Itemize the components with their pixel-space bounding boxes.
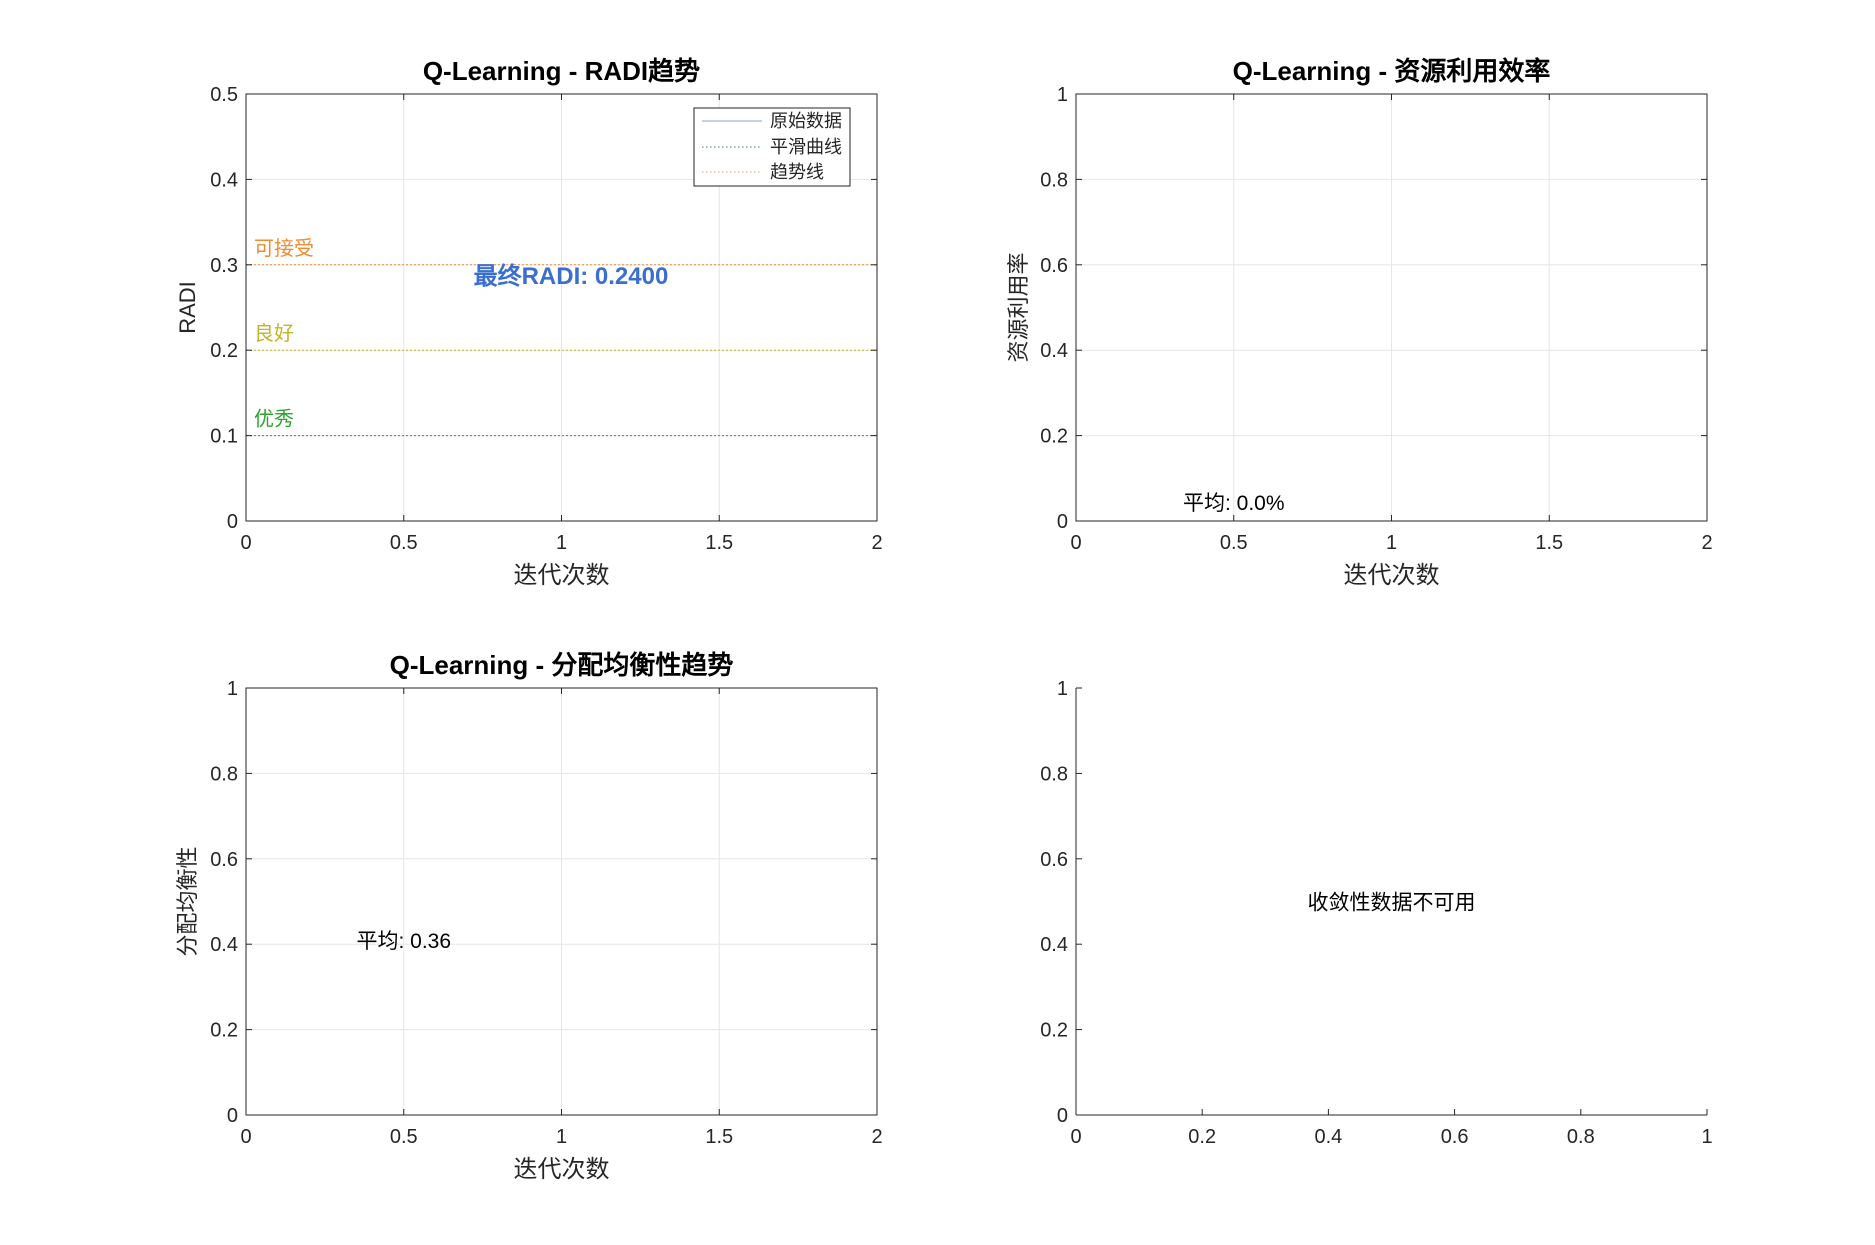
reference-label: 可接受 — [254, 237, 314, 260]
x-tick-label: 0 — [240, 1126, 251, 1148]
x-tick-label: 1 — [556, 532, 567, 554]
x-tick-label: 0 — [1070, 1126, 1081, 1148]
x-tick-label: 1 — [1701, 1126, 1712, 1148]
y-tick-label: 0.4 — [1040, 934, 1068, 956]
x-tick-label: 1.5 — [705, 532, 733, 554]
y-tick-label: 0.4 — [1040, 340, 1068, 362]
chart-utilization-ylabel: 资源利用率 — [1006, 252, 1031, 362]
chart-balance-title: Q-Learning - 分配均衡性趋势 — [390, 650, 734, 680]
y-tick-label: 0.1 — [210, 426, 238, 448]
y-tick-label: 0.8 — [1040, 763, 1068, 785]
y-tick-label: 0.6 — [1040, 255, 1068, 277]
y-tick-label: 0 — [227, 511, 238, 533]
x-tick-label: 0 — [1070, 532, 1081, 554]
plot-area: 0 0.5 1 1.5 2 0 0.2 0.4 0.6 0.8 1 平均: 0.0% — [1040, 84, 1712, 554]
y-tick-label: 0.3 — [210, 255, 238, 277]
chart-convergence: 0 0.2 0.4 0.6 0.8 1 0 0.2 0.4 0.6 0.8 1 收敛性数据不可用 — [1040, 678, 1712, 1148]
y-tick-label: 1 — [1057, 678, 1068, 700]
y-tick-label: 0.2 — [1040, 426, 1068, 448]
y-tick-label: 0.2 — [1040, 1020, 1068, 1042]
chart-utilization-title: Q-Learning - 资源利用效率 — [1233, 56, 1551, 86]
x-tick-label: 1 — [1386, 532, 1397, 554]
y-tick-label: 0 — [1057, 511, 1068, 533]
y-tick-label: 0.6 — [210, 849, 238, 871]
plot-background — [1076, 688, 1707, 1115]
chart-radi-legend: 原始数据 平滑曲线 趋势线 — [693, 107, 851, 187]
legend-label-trend-line: 趋势线 — [770, 162, 824, 182]
chart-radi-xlabel: 迭代次数 — [514, 562, 610, 589]
chart-radi-ylabel: RADI — [175, 281, 200, 334]
chart-radi-title: Q-Learning - RADI趋势 — [423, 56, 700, 86]
x-tick-label: 2 — [871, 1126, 882, 1148]
chart-utilization: 0 0.5 1 1.5 2 0 0.2 0.4 0.6 0.8 1 平均: 0.0% Q-Learni… — [1006, 56, 1713, 589]
x-tick-label: 0.5 — [1220, 532, 1248, 554]
plot-area: 0 0.2 0.4 0.6 0.8 1 0 0.2 0.4 0.6 0.8 1 收敛性数据不可用 — [1040, 678, 1712, 1148]
x-tick-label: 0.2 — [1188, 1126, 1216, 1148]
chart-balance-xlabel: 迭代次数 — [514, 1156, 610, 1183]
y-tick-label: 0.2 — [210, 340, 238, 362]
y-tick-label: 0.8 — [210, 763, 238, 785]
y-tick-label: 0.5 — [210, 84, 238, 106]
annotation: 收敛性数据不可用 — [1308, 892, 1476, 915]
y-tick-label: 0 — [227, 1105, 238, 1127]
y-tick-label: 0.6 — [1040, 849, 1068, 871]
x-tick-label: 0.5 — [390, 532, 418, 554]
y-tick-label: 0 — [1057, 1105, 1068, 1127]
annotation: 平均: 0.36 — [356, 930, 451, 953]
reference-label: 良好 — [254, 322, 294, 345]
chart-balance-ylabel: 分配均衡性 — [175, 846, 200, 956]
x-tick-label: 0.5 — [390, 1126, 418, 1148]
y-tick-label: 0.2 — [210, 1020, 238, 1042]
x-tick-label: 1 — [556, 1126, 567, 1148]
legend-label-smooth-curve: 平滑曲线 — [770, 137, 842, 157]
x-tick-label: 2 — [871, 532, 882, 554]
annotation: 最终RADI: 0.2400 — [474, 262, 669, 290]
x-tick-label: 2 — [1701, 532, 1712, 554]
chart-utilization-xlabel: 迭代次数 — [1344, 562, 1440, 589]
y-tick-label: 0.4 — [210, 934, 238, 956]
annotation: 平均: 0.0% — [1183, 492, 1285, 515]
y-tick-label: 1 — [1057, 84, 1068, 106]
x-tick-label: 0.6 — [1441, 1126, 1469, 1148]
x-tick-label: 1.5 — [1535, 532, 1563, 554]
y-tick-label: 0.4 — [210, 169, 238, 191]
x-tick-label: 0.4 — [1314, 1126, 1342, 1148]
reference-label: 优秀 — [254, 408, 294, 431]
chart-balance: 0 0.5 1 1.5 2 0 0.2 0.4 0.6 0.8 1 平均: 0.36 Q-Learni… — [175, 650, 883, 1183]
x-tick-label: 0 — [240, 532, 251, 554]
y-tick-label: 1 — [227, 678, 238, 700]
x-tick-label: 1.5 — [705, 1126, 733, 1148]
plot-area: 0 0.5 1 1.5 2 0 0.2 0.4 0.6 0.8 1 平均: 0.36 — [210, 678, 882, 1148]
x-tick-label: 0.8 — [1567, 1126, 1595, 1148]
y-tick-label: 0.8 — [1040, 169, 1068, 191]
legend-label-raw-data: 原始数据 — [770, 111, 842, 131]
